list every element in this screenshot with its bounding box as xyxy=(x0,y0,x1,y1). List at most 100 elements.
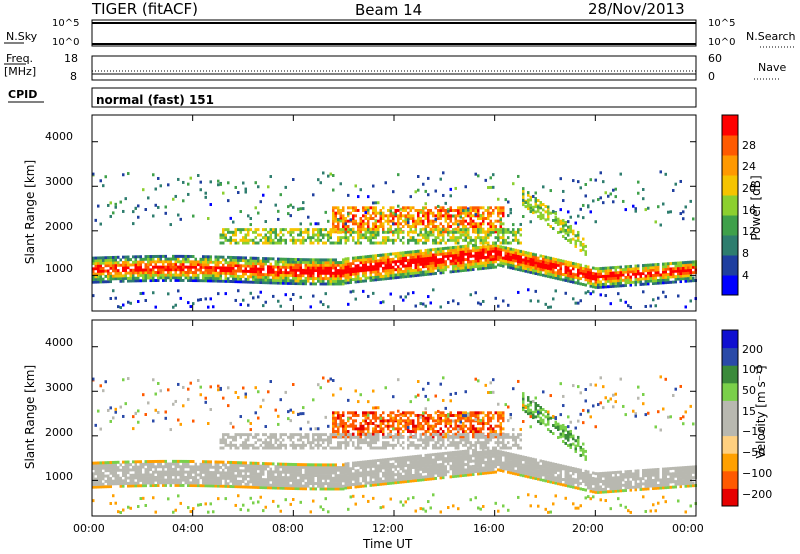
power-cell xyxy=(257,278,260,282)
velocity-cell xyxy=(234,461,237,465)
power-cell xyxy=(544,210,547,214)
power-cell xyxy=(462,211,465,215)
power-cell xyxy=(404,251,407,255)
power-cell xyxy=(524,259,527,263)
velocity-cell xyxy=(362,471,365,475)
velocity-cell xyxy=(319,476,322,480)
power-cell xyxy=(579,243,582,247)
power-cell xyxy=(217,263,220,267)
power-cell xyxy=(124,276,127,280)
velocity-cell xyxy=(357,471,360,475)
power-cell xyxy=(239,258,242,262)
power-cell xyxy=(367,255,370,259)
power-cell xyxy=(467,228,470,232)
power-cell xyxy=(662,262,665,266)
power-cell xyxy=(429,256,432,260)
power-cell xyxy=(687,276,690,280)
power-cell xyxy=(442,268,445,272)
power-cell xyxy=(464,230,467,234)
power-cell xyxy=(199,268,202,272)
power-cell xyxy=(357,280,360,284)
power-cell xyxy=(404,219,407,223)
power-cell xyxy=(362,260,365,264)
power-cell xyxy=(367,217,370,220)
power-cell xyxy=(424,264,427,268)
power-cell xyxy=(527,259,530,263)
power-cell xyxy=(434,236,437,240)
velocity-cell xyxy=(349,480,352,484)
power-cell xyxy=(449,259,452,263)
power-cell xyxy=(499,264,502,267)
power-cell xyxy=(254,275,257,279)
velocity-cell xyxy=(192,476,195,480)
velocity-cell xyxy=(149,473,152,477)
power-cell xyxy=(544,205,547,209)
power-cell xyxy=(114,271,117,275)
power-cell xyxy=(644,304,647,308)
velocity-cell xyxy=(254,485,257,489)
power-cell xyxy=(494,206,497,210)
velocity-cell xyxy=(107,408,110,412)
power-cell xyxy=(669,275,672,279)
power-cell xyxy=(517,254,520,258)
power-cell xyxy=(417,260,420,264)
velocity-cell xyxy=(227,484,230,488)
power-cell xyxy=(267,281,270,285)
velocity-cell xyxy=(367,422,370,425)
velocity-cell xyxy=(179,467,182,471)
power-cell xyxy=(377,230,380,234)
power-cell xyxy=(434,219,437,223)
velocity-cell xyxy=(294,468,297,472)
power-cell xyxy=(444,260,447,264)
power-cell xyxy=(267,259,270,263)
power-cell xyxy=(609,269,612,272)
power-cell xyxy=(99,275,102,279)
power-cell xyxy=(144,279,147,283)
power-cell xyxy=(162,262,165,266)
velocity-cell xyxy=(317,479,320,483)
power-cell xyxy=(307,268,310,272)
velocity-cell xyxy=(289,433,292,437)
power-cell xyxy=(352,219,355,223)
velocity-cell xyxy=(302,479,305,483)
velocity-cell xyxy=(199,462,202,466)
power-cell xyxy=(452,228,455,232)
power-cell xyxy=(474,257,477,260)
power-cell xyxy=(459,250,462,254)
velocity-cell xyxy=(304,471,307,475)
power-cell xyxy=(577,279,580,283)
power-cell xyxy=(442,265,445,269)
velocity-cell xyxy=(127,463,130,467)
power-cell xyxy=(292,260,295,264)
power-cell xyxy=(112,258,115,262)
power-cell xyxy=(597,267,600,271)
power-cell xyxy=(234,228,237,232)
power-cell xyxy=(462,261,465,264)
power-cell xyxy=(409,258,412,262)
power-cell xyxy=(434,241,437,245)
power-cell xyxy=(377,259,380,263)
power-cell xyxy=(402,275,405,279)
velocity-cell xyxy=(324,433,327,437)
power-cell xyxy=(654,304,657,308)
power-cell xyxy=(692,260,695,264)
power-cell xyxy=(512,233,515,237)
power-cell xyxy=(387,236,390,240)
velocity-cell xyxy=(357,430,360,433)
power-cell xyxy=(124,258,127,262)
power-cell xyxy=(269,175,272,179)
power-cell xyxy=(502,299,505,303)
power-cell xyxy=(169,260,172,264)
power-cell xyxy=(317,274,320,278)
power-cell xyxy=(579,277,582,281)
velocity-cell xyxy=(227,476,230,480)
power-cell xyxy=(354,241,357,245)
power-cell xyxy=(194,257,197,261)
power-cell xyxy=(299,263,302,267)
power-cell xyxy=(154,265,157,269)
velocity-cell xyxy=(347,441,350,445)
power-cell xyxy=(449,225,452,228)
power-cell xyxy=(429,259,432,263)
velocity-cell xyxy=(109,471,112,475)
power-cell xyxy=(372,257,375,261)
